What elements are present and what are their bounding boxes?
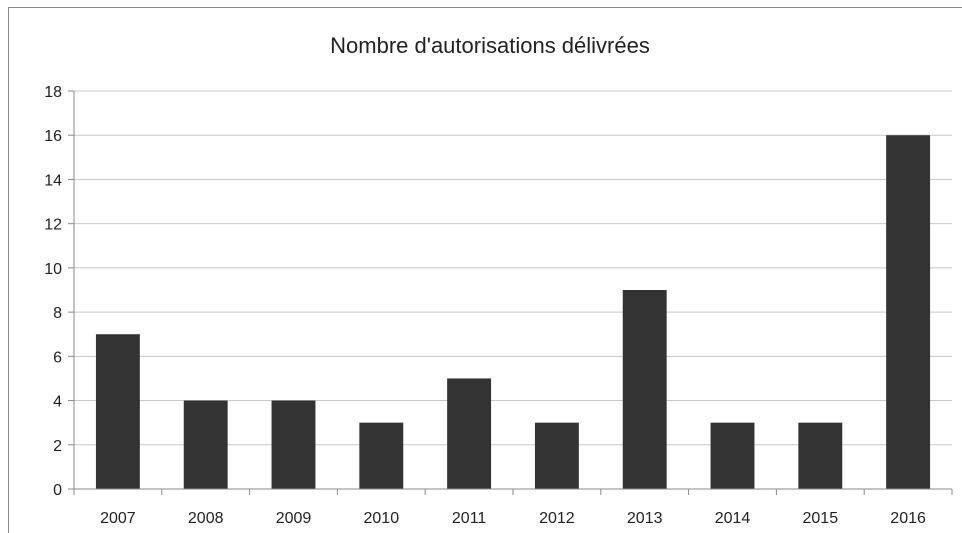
- gridlines: [74, 90, 952, 446]
- x-tick-label-2016: 2016: [890, 510, 926, 527]
- x-tick-label-2011: 2011: [452, 510, 487, 527]
- y-tick-label-2: 2: [53, 438, 62, 455]
- y-tick-label-14: 14: [44, 172, 62, 189]
- y-tick-label-6: 6: [53, 349, 62, 366]
- frame-left-border: [8, 7, 9, 533]
- bar-2016: [886, 135, 931, 489]
- x-tick-label-2010: 2010: [364, 510, 400, 527]
- x-tick-label-2008: 2008: [188, 510, 224, 527]
- bar-2014: [710, 422, 755, 489]
- y-tick-label-16: 16: [44, 128, 62, 145]
- bar-2010: [359, 422, 404, 489]
- x-tick-label-2013: 2013: [627, 510, 663, 527]
- x-axis-ticks: 2007 2008 2009 2010 2011 2012 2013 2014 2015 2016: [73, 489, 953, 527]
- y-tick-label-18: 18: [44, 84, 62, 101]
- x-tick-label-2009: 2009: [276, 510, 312, 527]
- bars: [95, 135, 931, 489]
- bar-2015: [798, 422, 843, 489]
- bar-2013: [622, 290, 667, 489]
- bar-2009: [271, 400, 316, 489]
- x-tick-label-2007: 2007: [100, 510, 136, 527]
- y-axis-ticks: 0 2 4 6 8 10 12 14 16 18: [44, 84, 74, 499]
- bar-2007: [95, 334, 140, 489]
- y-tick-label-4: 4: [53, 394, 62, 411]
- chart-title: Nombre d'autorisations délivrées: [330, 33, 650, 58]
- x-tick-label-2012: 2012: [539, 510, 575, 527]
- bar-2011: [447, 378, 492, 489]
- axes: [73, 91, 952, 490]
- y-tick-label-8: 8: [53, 305, 62, 322]
- bar-2008: [183, 400, 228, 489]
- bar-2012: [534, 422, 579, 489]
- x-tick-label-2015: 2015: [803, 510, 839, 527]
- x-tick-label-2014: 2014: [715, 510, 751, 527]
- frame-top-border: [8, 7, 962, 8]
- y-tick-label-10: 10: [44, 261, 62, 278]
- y-tick-label-0: 0: [53, 482, 62, 499]
- y-tick-label-12: 12: [44, 217, 62, 234]
